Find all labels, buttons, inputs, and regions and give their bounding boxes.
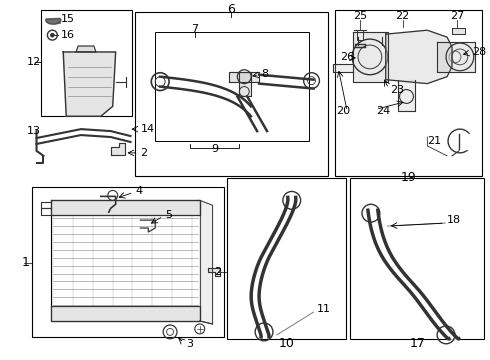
Polygon shape xyxy=(353,32,388,82)
Text: 22: 22 xyxy=(395,12,410,21)
Bar xyxy=(135,12,328,176)
Text: 4: 4 xyxy=(135,186,143,197)
Text: 12: 12 xyxy=(26,57,41,67)
Polygon shape xyxy=(437,42,475,72)
Circle shape xyxy=(50,33,54,37)
Polygon shape xyxy=(386,30,452,84)
Text: 14: 14 xyxy=(141,124,154,134)
Bar xyxy=(42,10,132,116)
Text: 23: 23 xyxy=(390,85,404,95)
Text: 18: 18 xyxy=(447,215,461,225)
Polygon shape xyxy=(51,200,200,215)
Polygon shape xyxy=(200,200,213,324)
Polygon shape xyxy=(63,52,116,116)
Text: 25: 25 xyxy=(353,12,367,21)
Polygon shape xyxy=(76,46,96,52)
Text: 5: 5 xyxy=(165,210,172,220)
Text: 9: 9 xyxy=(211,144,218,154)
Text: 21: 21 xyxy=(427,136,441,146)
Polygon shape xyxy=(111,143,124,155)
Text: 15: 15 xyxy=(61,14,75,24)
Polygon shape xyxy=(333,64,353,72)
Bar xyxy=(155,32,309,141)
Text: 2: 2 xyxy=(214,266,221,276)
Text: 11: 11 xyxy=(317,304,330,314)
Bar xyxy=(31,188,224,337)
Text: 26: 26 xyxy=(340,52,354,62)
Bar xyxy=(335,10,482,176)
Text: 10: 10 xyxy=(279,337,295,350)
Text: 24: 24 xyxy=(376,106,390,116)
Polygon shape xyxy=(239,72,251,96)
Text: 8: 8 xyxy=(261,69,268,79)
Text: 6: 6 xyxy=(227,3,235,16)
Text: 1: 1 xyxy=(22,256,29,269)
Text: 3: 3 xyxy=(186,339,193,349)
Polygon shape xyxy=(51,306,200,321)
Polygon shape xyxy=(208,267,220,275)
Text: 20: 20 xyxy=(336,106,350,116)
Polygon shape xyxy=(46,18,61,24)
Polygon shape xyxy=(229,72,259,82)
Text: 19: 19 xyxy=(401,171,416,184)
Polygon shape xyxy=(397,80,416,111)
Text: 16: 16 xyxy=(61,30,75,40)
Bar xyxy=(350,177,484,339)
Bar xyxy=(51,200,200,321)
Polygon shape xyxy=(452,28,465,34)
Text: 27: 27 xyxy=(450,12,464,21)
Text: 2: 2 xyxy=(141,148,147,158)
Bar xyxy=(227,177,346,339)
Text: 17: 17 xyxy=(410,337,425,350)
Text: 28: 28 xyxy=(472,47,486,57)
Polygon shape xyxy=(459,134,472,149)
Text: 7: 7 xyxy=(191,24,198,34)
Text: 13: 13 xyxy=(26,126,41,136)
